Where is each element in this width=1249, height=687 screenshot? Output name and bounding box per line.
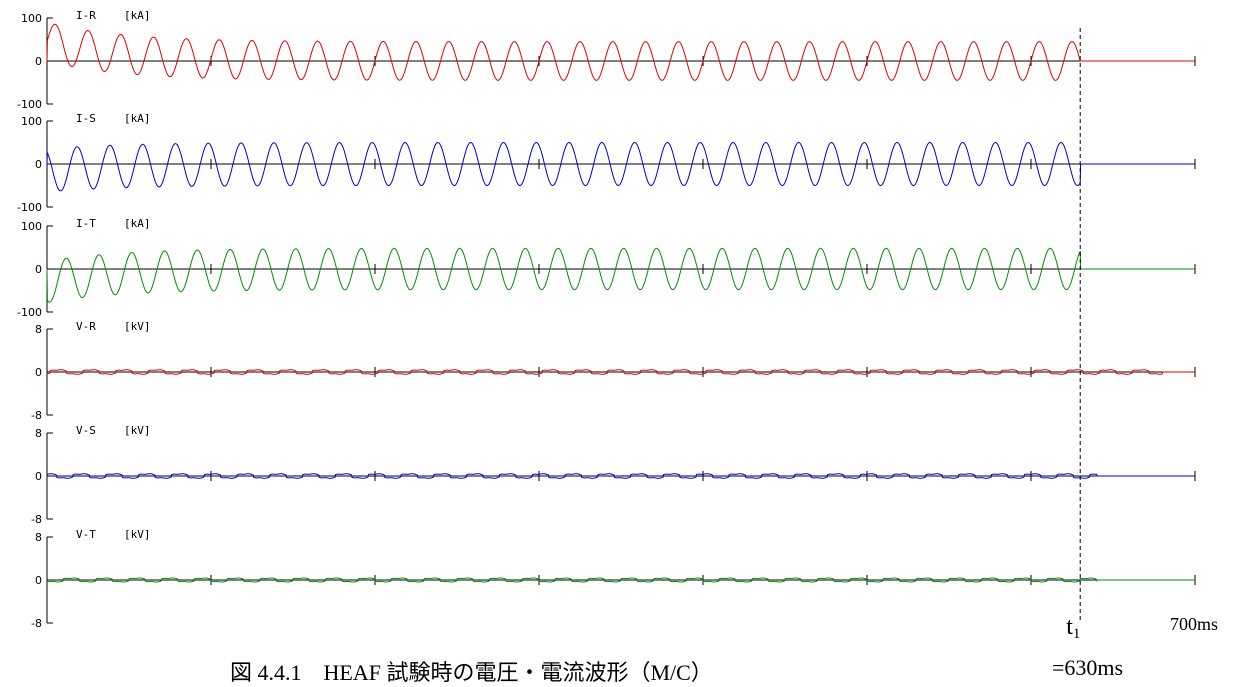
y-tick-label: 0 [35,470,42,483]
channel-unit: [kA] [124,217,151,230]
channel-unit: [kA] [124,9,151,22]
y-tick-label: 0 [35,263,42,276]
channel-name: V-T [76,528,96,541]
waveform-i-t [46,247,1195,303]
y-tick-label: 0 [35,55,42,68]
y-tick-label: 0 [35,574,42,587]
y-tick-label: -100 [17,306,42,319]
panel-i-t: 100 0 -100 I-T [kA] [17,217,1196,319]
y-tick-label: -8 [31,513,42,526]
y-tick-label: -100 [17,201,42,214]
channel-name: V-R [76,320,96,333]
y-tick-label: -8 [31,409,42,422]
y-tick-label: 100 [21,220,42,233]
panel-i-s: 100 0 -100 I-S [kA] [17,112,1196,214]
channel-unit: [kV] [124,424,151,437]
channel-unit: [kV] [124,528,151,541]
y-tick-label: 8 [35,323,42,336]
channel-unit: [kA] [124,112,151,125]
channel-name: V-S [76,424,96,437]
figure-caption: 図 4.4.1 HEAF 試験時の電圧・電流波形（M/C） [230,660,713,685]
y-tick-label: 0 [35,158,42,171]
waveform-i-s [46,142,1195,192]
y-tick-label: 100 [21,115,42,128]
waveform-i-r [46,23,1195,81]
t1-marker-value: =630ms [1052,655,1124,680]
panel-v-r: 8 0 -8 V-R [kV] [31,320,1196,422]
panel-i-r: 100 0 -100 I-R [kA] [17,9,1196,111]
panel-v-t: 8 0 -8 V-T [kV] [31,528,1196,630]
waveform-v-r [46,369,1195,375]
panel-v-s: 8 0 -8 V-S [kV] [31,424,1196,526]
t1-marker-label: t1 [1066,614,1080,642]
y-tick-label: -100 [17,98,42,111]
y-tick-label: 0 [35,366,42,379]
waveform-v-t [46,577,1195,583]
channel-name: I-S [76,112,96,125]
y-tick-label: 8 [35,531,42,544]
x-axis-end-label: 700ms [1170,614,1218,634]
channel-name: I-R [76,9,96,22]
channel-unit: [kV] [124,320,151,333]
waveform-v-s [46,473,1195,479]
waveform-panels: 100 0 -100 I-R [kA] 100 0 -100 I-S [kA] 100 0 -100 I-… [17,9,1196,630]
channel-name: I-T [76,217,96,230]
y-tick-label: -8 [31,617,42,630]
y-tick-label: 100 [21,12,42,25]
y-tick-label: 8 [35,427,42,440]
